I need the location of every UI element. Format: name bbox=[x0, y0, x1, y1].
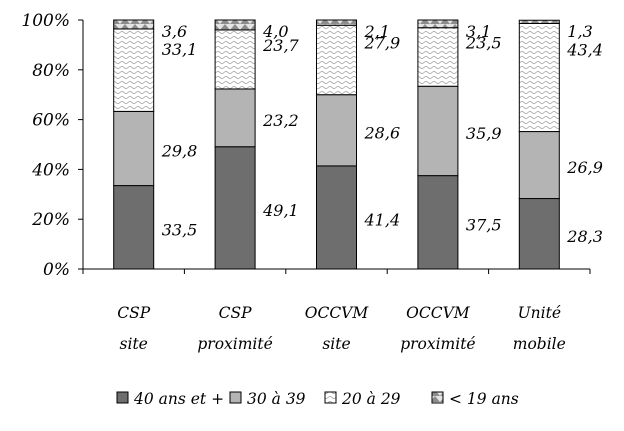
data-label: 26,9 bbox=[566, 158, 603, 177]
data-label: 1,3 bbox=[567, 22, 592, 41]
bar-segment-1 bbox=[316, 165, 357, 270]
bar-segment-2 bbox=[214, 88, 256, 148]
bar-segment-3 bbox=[113, 28, 155, 112]
bar-segment-3 bbox=[316, 24, 357, 96]
data-label: 27,9 bbox=[364, 34, 401, 53]
data-label: 28,6 bbox=[364, 123, 401, 142]
data-label: 23,5 bbox=[465, 34, 502, 53]
bar-segment-4 bbox=[113, 19, 155, 30]
data-label: 33,1 bbox=[162, 40, 198, 59]
data-label: 49,1 bbox=[262, 201, 299, 220]
category-label: OCCVM bbox=[406, 304, 471, 322]
bar-segment-3 bbox=[518, 22, 560, 133]
bars bbox=[113, 19, 560, 270]
data-label: 3,6 bbox=[162, 22, 187, 41]
category-label: Unité bbox=[518, 304, 561, 322]
bar-segment-4 bbox=[417, 19, 459, 29]
data-label: 4,0 bbox=[262, 22, 288, 41]
bar-segment-3 bbox=[417, 27, 459, 87]
category-label: site bbox=[322, 335, 350, 353]
data-label: 23,2 bbox=[262, 111, 299, 130]
y-tick-label: 60% bbox=[32, 111, 70, 131]
bar-segment-2 bbox=[113, 110, 155, 187]
category-label: mobile bbox=[513, 335, 566, 353]
legend-label: 30 à 39 bbox=[247, 390, 306, 408]
y-tick-label: 40% bbox=[31, 160, 70, 180]
legend-swatch-3 bbox=[324, 391, 337, 404]
data-label: 41,4 bbox=[364, 210, 401, 229]
y-tick-label: 0% bbox=[43, 260, 70, 280]
category-label: proximité bbox=[400, 335, 475, 353]
legend-label: < 19 ans bbox=[449, 390, 519, 408]
data-label: 28,3 bbox=[566, 227, 603, 246]
y-tick-label: 100% bbox=[21, 11, 70, 31]
legend: 40 ans et + 30 à 39 20 à 29 < 19 ans bbox=[116, 390, 519, 408]
data-label: 33,5 bbox=[162, 220, 198, 239]
data-label: 3,1 bbox=[466, 22, 491, 41]
bar-segment-2 bbox=[316, 94, 357, 167]
legend-swatch-1 bbox=[116, 391, 129, 404]
category-label: CSP bbox=[117, 304, 150, 322]
bar-segment-4 bbox=[214, 19, 256, 31]
data-label: 2,1 bbox=[364, 22, 390, 41]
data-label: 37,5 bbox=[466, 215, 502, 234]
data-labels: 33,5 29,8 33,13,6 49,1 23,2 23,74,0 41,4 28,6 27… bbox=[161, 22, 603, 246]
data-label: 23,7 bbox=[262, 36, 299, 55]
data-label: 29,8 bbox=[161, 141, 198, 160]
legend-label: 20 à 29 bbox=[341, 390, 401, 408]
category-label: site bbox=[120, 335, 148, 353]
y-tick-label: 80% bbox=[32, 61, 70, 81]
bar-segment-4 bbox=[518, 19, 560, 24]
bar-segment-4 bbox=[316, 19, 357, 26]
category-label: CSP bbox=[219, 304, 252, 322]
data-label: 35,9 bbox=[466, 124, 502, 143]
bar-segment-1 bbox=[417, 175, 459, 270]
bar-segment-2 bbox=[518, 131, 560, 200]
bar-segment-2 bbox=[417, 85, 459, 177]
category-label: OCCVM bbox=[305, 304, 370, 322]
bar-segment-3 bbox=[214, 29, 256, 90]
data-label: 43,4 bbox=[566, 40, 603, 59]
category-label: proximité bbox=[197, 335, 272, 353]
legend-label: 40 ans et + bbox=[133, 390, 224, 408]
y-tick-label: 20% bbox=[31, 210, 70, 230]
legend-swatch-2 bbox=[229, 391, 242, 404]
bar-segment-1 bbox=[113, 185, 155, 270]
bar-segment-1 bbox=[214, 146, 256, 270]
bar-segment-1 bbox=[518, 198, 560, 270]
axes: 0% 20% 40% 60% 80% 100% CSP site CSP proximité OCC… bbox=[21, 11, 591, 353]
legend-swatch-4 bbox=[431, 391, 444, 404]
